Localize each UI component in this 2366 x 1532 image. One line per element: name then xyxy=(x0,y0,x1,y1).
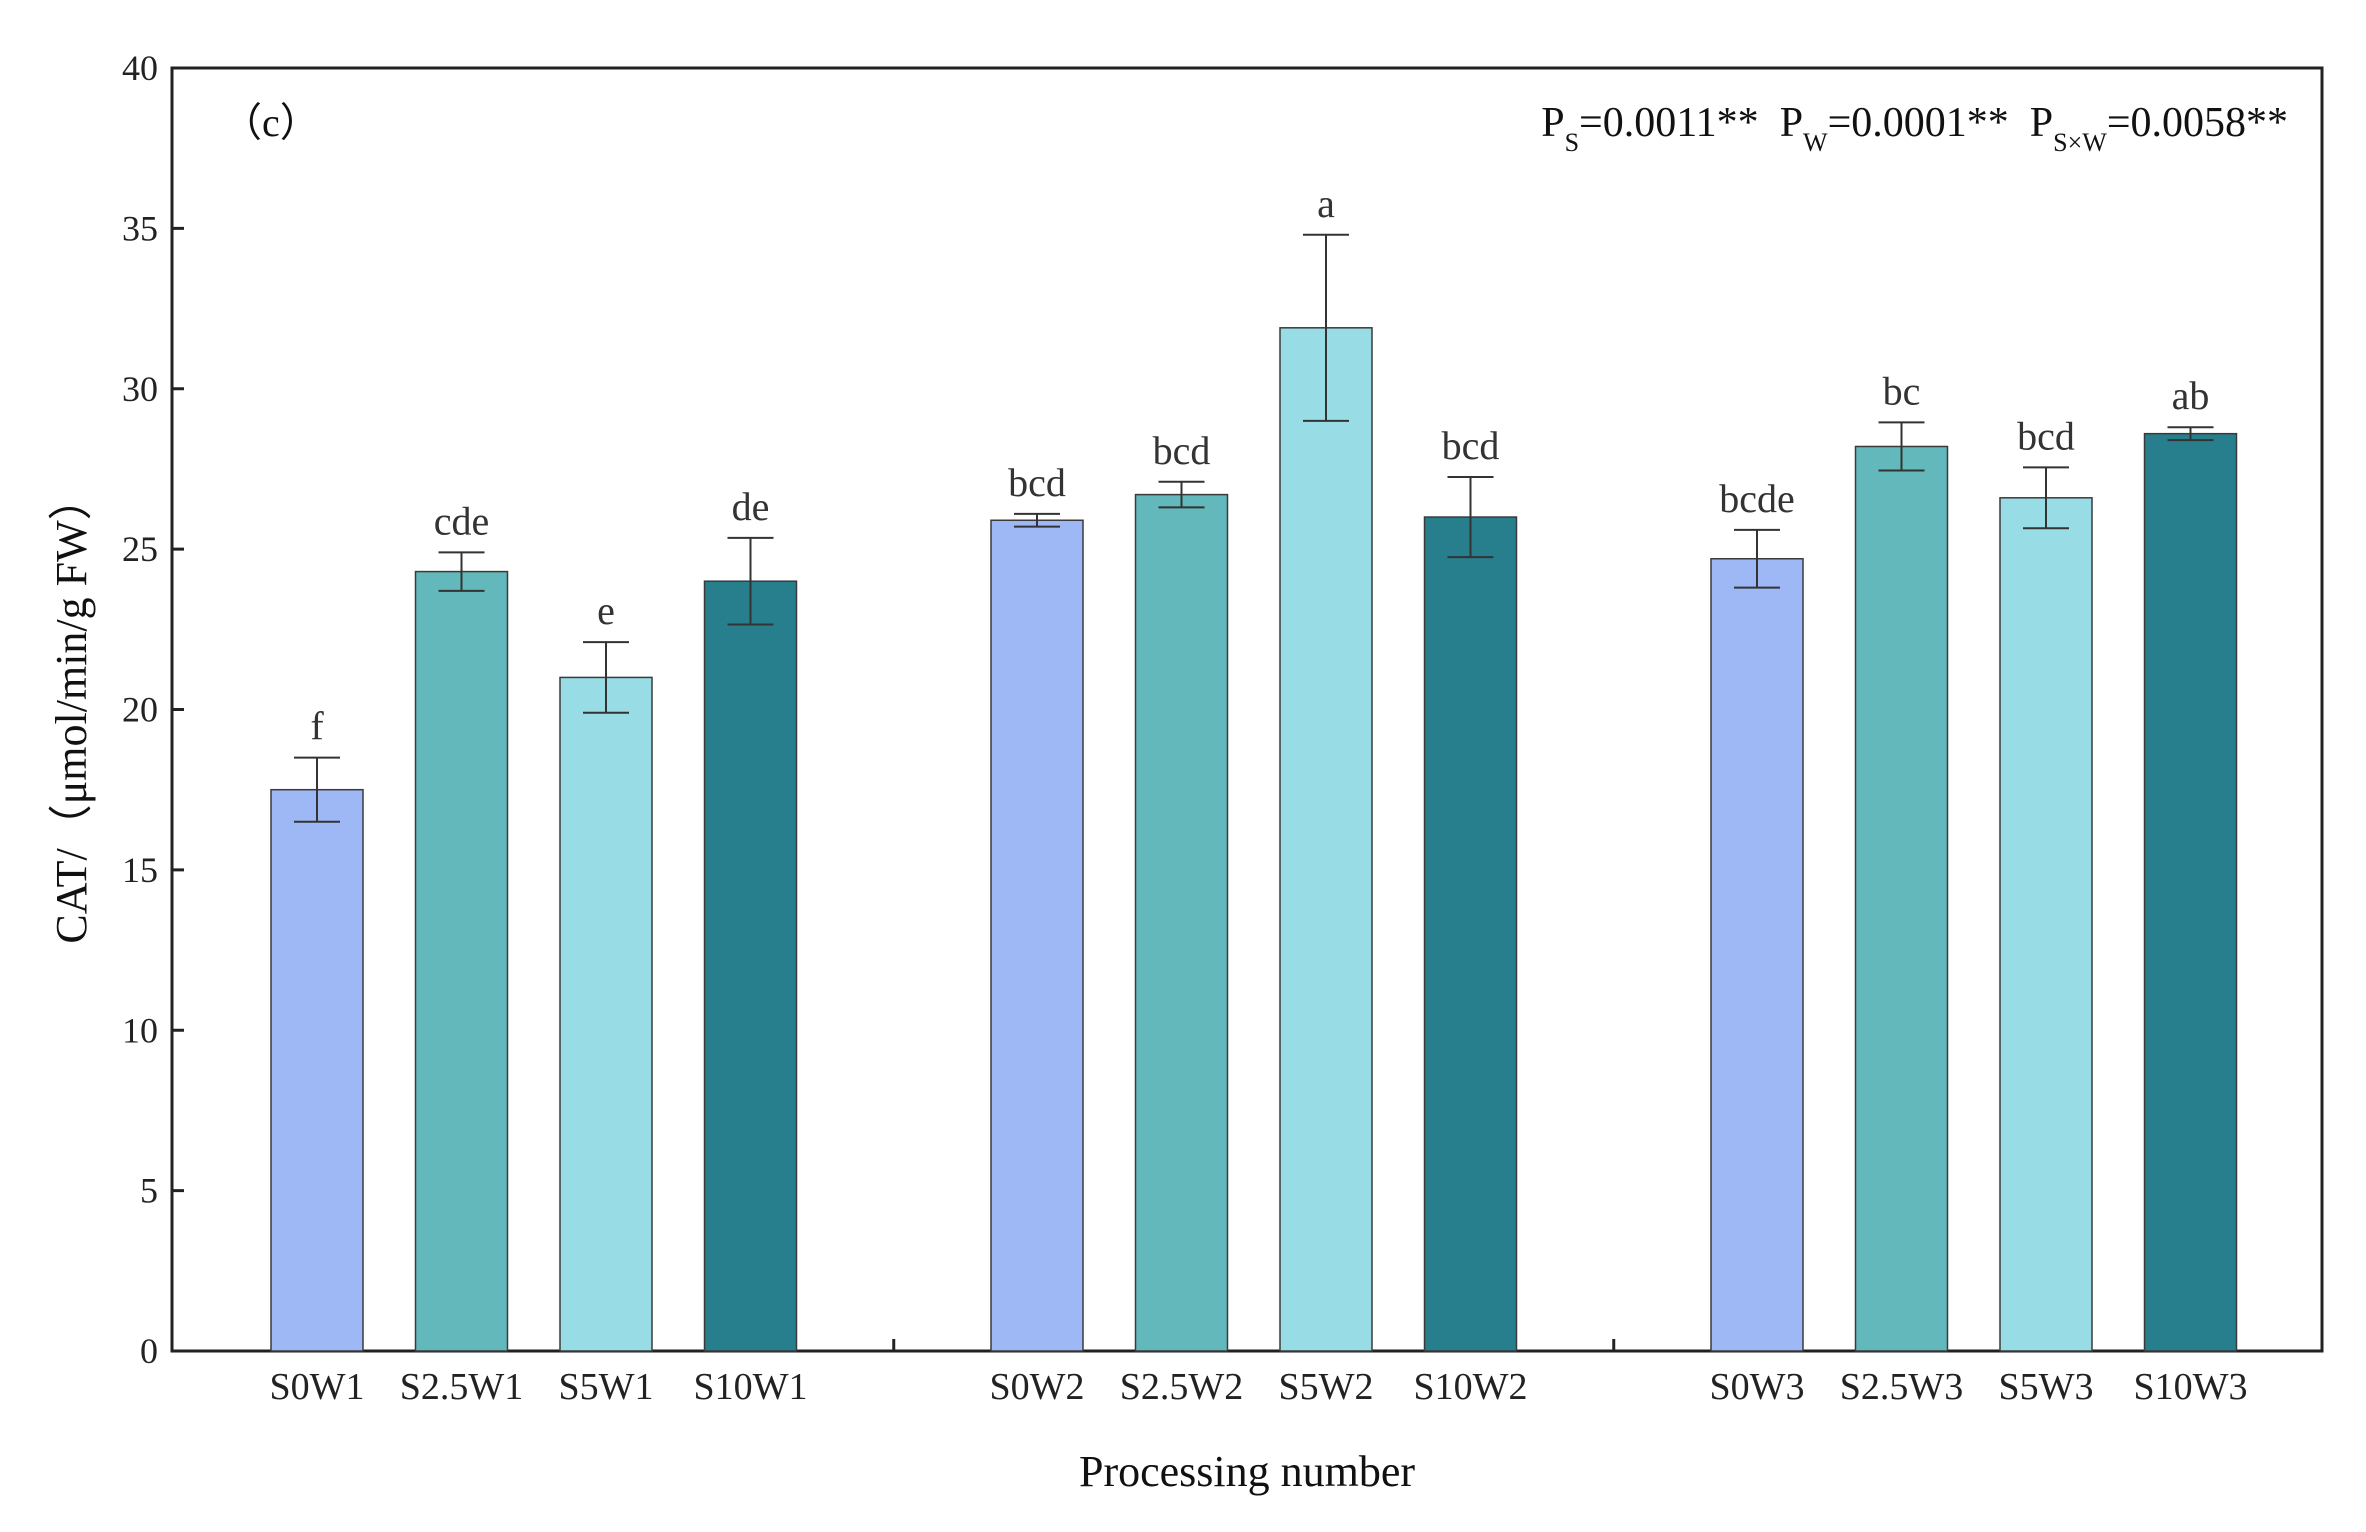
y-tick-label: 35 xyxy=(122,208,158,248)
y-tick-label: 10 xyxy=(122,1010,158,1050)
x-tick-label: S5W2 xyxy=(1279,1366,1374,1408)
panel-label: （c） xyxy=(222,100,320,145)
significance-label: cde xyxy=(434,498,490,543)
bar xyxy=(1710,557,1804,1352)
x-tick-label: S0W1 xyxy=(270,1366,365,1408)
significance-label: bcd xyxy=(1153,428,1211,473)
x-tick-label: S2.5W3 xyxy=(1840,1366,1964,1408)
significance-label: ab xyxy=(2172,373,2210,418)
bar xyxy=(990,519,1084,1352)
x-axis: S0W1 S2.5W1 S5W1 S10W1 S0W2 S2.5W2 S5W2 S10W2 S0… xyxy=(270,1339,2248,1408)
significance-label: e xyxy=(597,588,615,633)
bar xyxy=(2143,432,2238,1352)
bar xyxy=(1279,327,1373,1352)
y-tick-label: 30 xyxy=(122,369,158,409)
bar xyxy=(270,788,364,1352)
bar xyxy=(703,580,798,1352)
bar xyxy=(414,570,509,1352)
significance-label: a xyxy=(1317,181,1335,226)
x-axis-title: Processing number xyxy=(1079,1447,1415,1496)
significance-label: f xyxy=(310,704,324,749)
bar xyxy=(1854,445,1949,1352)
significance-label: bcd xyxy=(2017,413,2075,458)
x-tick-label: S10W1 xyxy=(694,1366,808,1408)
y-axis: 0 5 10 15 20 25 30 35 40 xyxy=(122,48,184,1371)
significance-label: bcde xyxy=(1719,476,1795,521)
x-tick-label: S5W1 xyxy=(559,1366,654,1408)
y-tick-label: 5 xyxy=(140,1171,158,1211)
y-tick-label: 15 xyxy=(122,850,158,890)
x-tick-label: S5W3 xyxy=(1999,1366,2094,1408)
p-value-annotation: PS=0.0011** PW=0.0001** PS×W=0.0058** xyxy=(1541,100,2288,157)
y-tick-label: 0 xyxy=(140,1331,158,1371)
x-tick-label: S10W2 xyxy=(1414,1366,1528,1408)
bar xyxy=(1134,493,1229,1352)
x-tick-label: S0W3 xyxy=(1710,1366,1805,1408)
y-tick-label: 40 xyxy=(122,48,158,88)
significance-label: de xyxy=(732,484,770,529)
y-tick-label: 20 xyxy=(122,690,158,730)
significance-label: bcd xyxy=(1008,460,1066,505)
y-tick-label: 25 xyxy=(122,529,158,569)
x-tick-label: S2.5W2 xyxy=(1120,1366,1244,1408)
bar xyxy=(559,676,653,1352)
significance-label: bc xyxy=(1883,368,1921,413)
bar xyxy=(1999,497,2093,1352)
x-tick-label: S10W3 xyxy=(2134,1366,2248,1408)
y-axis-title: CAT/（μmol/min/g FW） xyxy=(47,476,96,943)
x-tick-label: S2.5W1 xyxy=(400,1366,524,1408)
bar xyxy=(1423,516,1518,1352)
significance-label: bcd xyxy=(1442,423,1500,468)
x-tick-label: S0W2 xyxy=(990,1366,1085,1408)
bar-series: f cde e de bcd bcd a bcd bcde bc bcd ab xyxy=(270,181,2238,1352)
